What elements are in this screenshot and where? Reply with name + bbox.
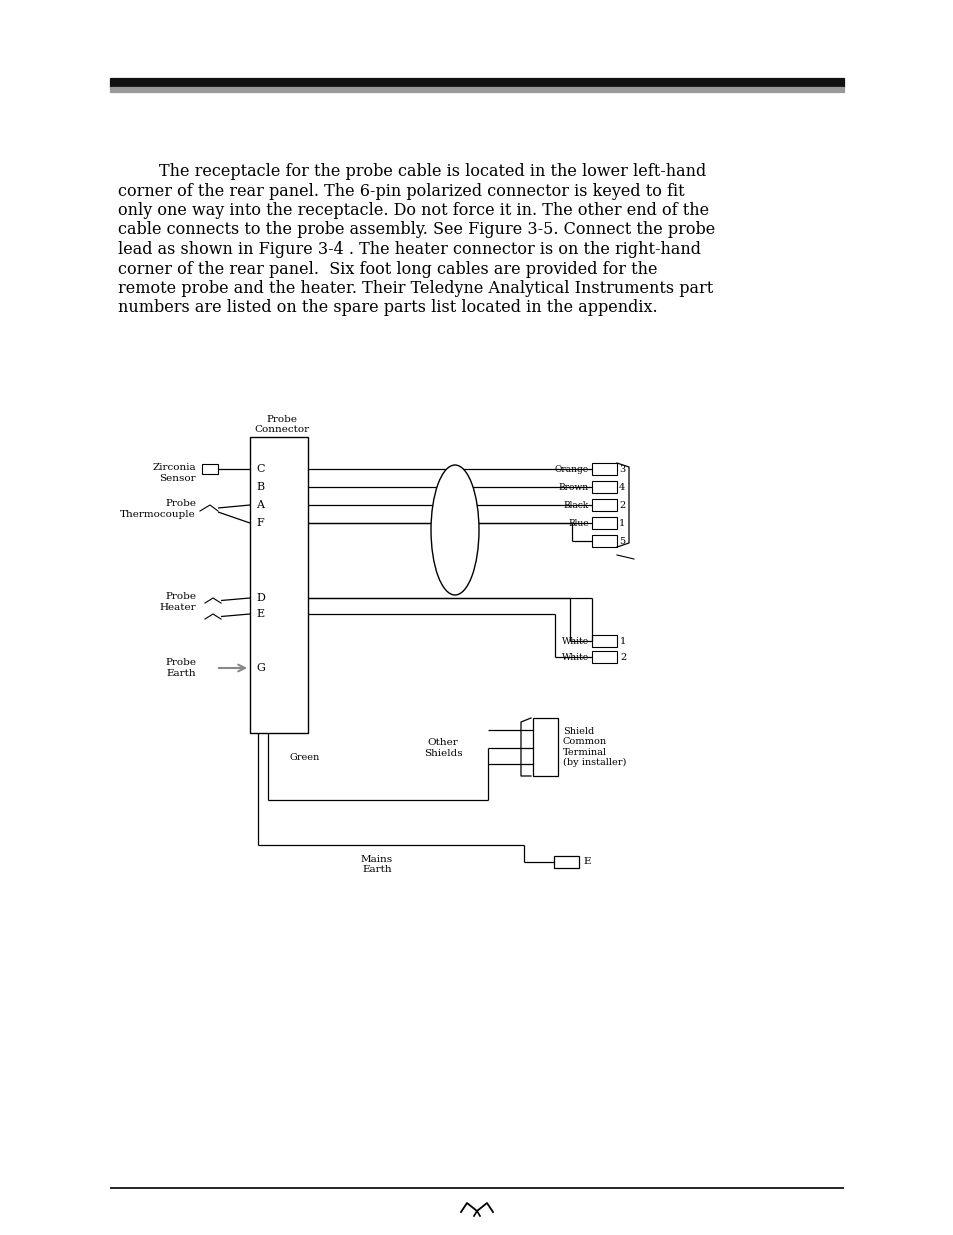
Text: E: E [255,609,264,619]
Text: 4: 4 [618,483,624,492]
Text: E: E [582,857,590,867]
Bar [202,464,218,474]
Text: Probe
Earth: Probe Earth [165,658,195,678]
Ellipse shape [431,466,478,595]
Text: 1: 1 [619,636,625,646]
Text: Probe
Connector: Probe Connector [254,415,309,435]
Bar [592,480,617,493]
Text: corner of the rear panel. The 6-pin polarized connector is keyed to fit: corner of the rear panel. The 6-pin pola… [118,183,684,200]
Text: 2: 2 [618,500,624,510]
Text: lead as shown in Figure 3-4 . The heater connector is on the right-hand: lead as shown in Figure 3-4 . The heater… [118,241,700,258]
Text: The receptacle for the probe cable is located in the lower left-hand: The receptacle for the probe cable is lo… [118,163,705,180]
Bar [110,78,843,86]
Text: A: A [255,500,264,510]
Text: Probe
Heater: Probe Heater [159,593,195,611]
Text: Black: Black [563,500,588,510]
Text: Zirconia
Sensor: Zirconia Sensor [152,463,195,483]
Bar [592,517,617,529]
Text: 5: 5 [618,536,624,546]
Text: Brown: Brown [558,483,588,492]
Text: cable connects to the probe assembly. See Figure 3-5. Connect the probe: cable connects to the probe assembly. Se… [118,221,715,238]
Text: C: C [255,464,264,474]
Bar [592,635,617,647]
Text: Green: Green [290,753,320,762]
Text: 2: 2 [619,652,625,662]
Text: numbers are listed on the spare parts list located in the appendix.: numbers are listed on the spare parts li… [118,300,657,316]
Bar [592,535,617,547]
Bar [554,856,578,868]
Text: 3: 3 [618,464,624,473]
Text: 1: 1 [618,519,624,527]
Text: only one way into the receptacle. Do not force it in. The other end of the: only one way into the receptacle. Do not… [118,203,708,219]
Text: Probe
Thermocouple: Probe Thermocouple [120,499,195,519]
Text: White: White [561,652,588,662]
Text: Shield
Common
Terminal
(by installer): Shield Common Terminal (by installer) [562,727,626,767]
Text: corner of the rear panel.  Six foot long cables are provided for the: corner of the rear panel. Six foot long … [118,261,657,278]
Text: Orange: Orange [555,464,588,473]
Text: White: White [561,636,588,646]
Bar [250,437,308,734]
Text: G: G [255,663,265,673]
Text: Mains
Earth: Mains Earth [360,855,393,874]
Text: Other
Shields: Other Shields [423,739,462,758]
Text: F: F [255,517,263,529]
Bar [592,651,617,663]
Text: Blue: Blue [568,519,588,527]
Text: remote probe and the heater. Their Teledyne Analytical Instruments part: remote probe and the heater. Their Teled… [118,280,713,296]
Bar [533,718,558,776]
Text: D: D [255,593,265,603]
Bar [110,86,843,91]
Text: B: B [255,482,264,492]
Bar [592,463,617,475]
Bar [592,499,617,511]
